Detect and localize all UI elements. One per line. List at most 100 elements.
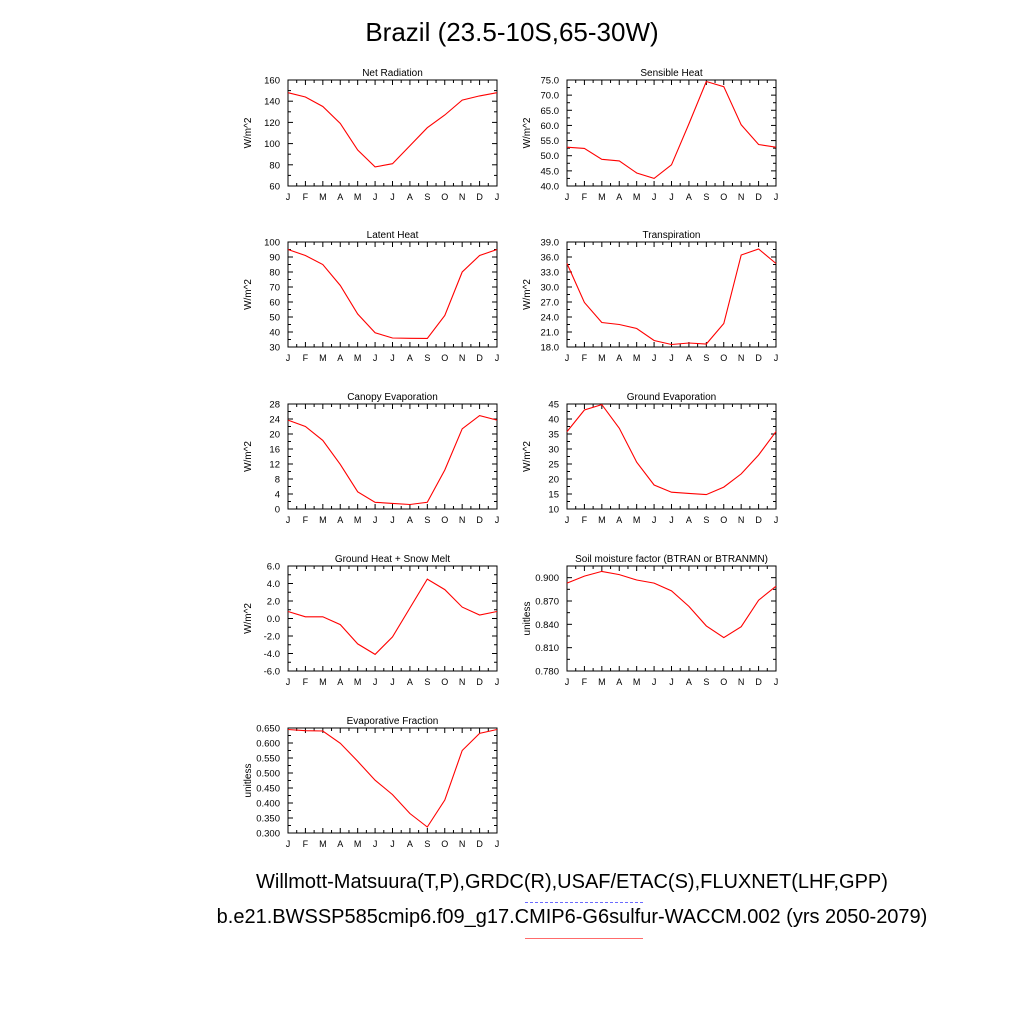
chart-panel: Soil moisture factor (BTRAN or BTRANMN) u…	[522, 554, 778, 687]
x-tick-label: J	[652, 515, 657, 525]
x-tick-label: M	[319, 515, 327, 525]
y-tick-label: 60	[269, 182, 280, 193]
y-tick-label: 16	[269, 445, 280, 456]
x-tick-label: J	[565, 192, 570, 202]
x-tick-label: S	[424, 677, 430, 687]
y-tick-label: 25	[548, 460, 559, 471]
x-tick-label: J	[373, 515, 378, 525]
y-tick-label: 2.0	[267, 597, 280, 608]
x-tick-label: N	[459, 353, 466, 363]
y-tick-label: 4	[275, 490, 280, 501]
x-tick-label: J	[373, 677, 378, 687]
series-line	[287, 248, 498, 339]
y-tick-label: 40	[269, 328, 280, 339]
y-tick-label: 60	[269, 298, 280, 309]
series-line	[566, 403, 777, 496]
x-tick-label: A	[407, 192, 413, 202]
x-tick-label: J	[286, 515, 291, 525]
x-tick-label: S	[424, 515, 430, 525]
y-tick-label: -2.0	[264, 632, 280, 643]
x-tick-label: J	[495, 192, 500, 202]
x-tick-label: M	[633, 515, 641, 525]
x-tick-label: J	[652, 677, 657, 687]
x-tick-label: M	[319, 353, 327, 363]
x-tick-label: N	[459, 192, 466, 202]
y-tick-label: 100	[264, 238, 280, 249]
x-tick-label: J	[286, 677, 291, 687]
x-tick-label: J	[390, 515, 395, 525]
x-tick-label: A	[337, 353, 343, 363]
x-tick-label: J	[495, 515, 500, 525]
x-tick-label: A	[686, 677, 692, 687]
y-tick-label: 0.0	[267, 614, 280, 625]
x-tick-label: J	[669, 192, 674, 202]
plot-frame	[287, 241, 498, 348]
x-tick-label: M	[633, 353, 641, 363]
footer-case-name: b.e21.BWSSP585cmip6.f09_g17.CMIP6-G6sulf…	[216, 906, 928, 928]
x-tick-label: J	[373, 192, 378, 202]
x-tick-label: A	[407, 515, 413, 525]
y-tick-label: 0.300	[256, 829, 280, 840]
x-tick-label: J	[390, 192, 395, 202]
y-tick-label: 70	[269, 283, 280, 294]
x-tick-label: J	[669, 515, 674, 525]
x-tick-label: F	[582, 677, 588, 687]
x-tick-label: J	[286, 353, 291, 363]
x-tick-label: J	[495, 353, 500, 363]
y-tick-label: 27.0	[541, 298, 560, 309]
panel-title: Net Radiation	[362, 68, 423, 79]
x-tick-label: A	[616, 192, 622, 202]
y-tick-label: 50.0	[541, 151, 560, 162]
page-title: Brazil (23.5-10S,65-30W)	[365, 17, 659, 47]
x-tick-label: S	[424, 839, 430, 849]
x-tick-label: J	[286, 192, 291, 202]
y-tick-label: 0.350	[256, 814, 280, 825]
x-tick-label: M	[598, 515, 606, 525]
x-tick-label: M	[354, 677, 362, 687]
x-tick-label: F	[303, 677, 309, 687]
x-tick-label: O	[441, 515, 448, 525]
x-tick-label: M	[319, 839, 327, 849]
y-tick-label: 15	[548, 490, 559, 501]
y-tick-label: 0.500	[256, 769, 280, 780]
x-tick-label: A	[686, 353, 692, 363]
y-tick-label: 50	[269, 313, 280, 324]
y-tick-label: 39.0	[541, 238, 560, 249]
x-tick-label: J	[286, 839, 291, 849]
x-tick-label: D	[755, 192, 762, 202]
y-tick-label: 0.550	[256, 754, 280, 765]
series-line	[287, 728, 498, 828]
x-tick-label: M	[598, 353, 606, 363]
y-axis-label: W/m^2	[522, 441, 533, 472]
y-tick-label: 0	[275, 505, 280, 516]
plot-frame	[287, 403, 498, 510]
y-tick-label: 65.0	[541, 106, 560, 117]
series-line	[566, 80, 777, 180]
y-tick-label: 120	[264, 118, 280, 129]
x-tick-label: S	[424, 353, 430, 363]
y-tick-label: 160	[264, 76, 280, 87]
x-tick-label: J	[565, 515, 570, 525]
series-line	[566, 248, 777, 346]
y-tick-label: 21.0	[541, 328, 560, 339]
x-tick-label: D	[755, 677, 762, 687]
y-tick-label: 45.0	[541, 166, 560, 177]
x-tick-label: N	[738, 192, 745, 202]
plot-frame	[566, 403, 777, 510]
y-tick-label: 12	[269, 460, 280, 471]
x-tick-label: S	[703, 192, 709, 202]
x-tick-label: J	[373, 839, 378, 849]
y-tick-label: 0.450	[256, 784, 280, 795]
x-tick-label: A	[407, 839, 413, 849]
x-tick-label: O	[720, 192, 727, 202]
x-tick-label: F	[303, 192, 309, 202]
x-tick-label: A	[616, 353, 622, 363]
y-tick-label: 35	[548, 430, 559, 441]
x-tick-label: D	[476, 839, 483, 849]
panel-title: Soil moisture factor (BTRAN or BTRANMN)	[575, 554, 768, 565]
y-tick-label: 8	[275, 475, 280, 486]
x-tick-label: D	[755, 353, 762, 363]
